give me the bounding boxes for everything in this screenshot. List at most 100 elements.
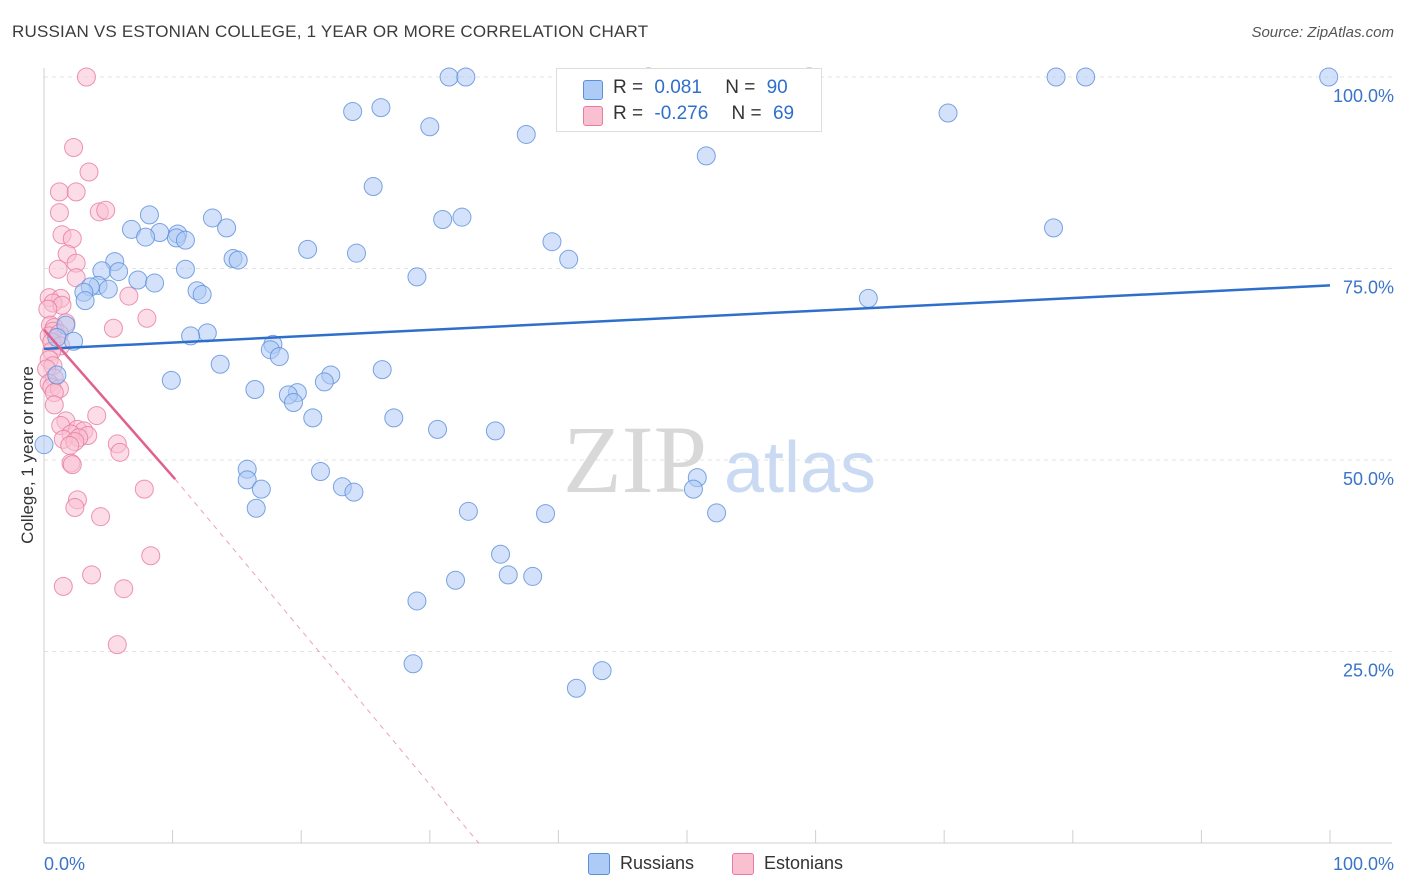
russians-point <box>210 354 230 374</box>
y-tick-label: 50.0% <box>1343 469 1394 489</box>
russians-point <box>283 393 303 413</box>
r-value: 0.081 <box>654 77 702 98</box>
russians-point <box>47 365 67 385</box>
estonians-point <box>96 200 116 220</box>
n-value: 90 <box>766 77 788 98</box>
russians-point <box>384 408 404 428</box>
legend-label-estonians: Estonians <box>764 853 844 873</box>
estonians-point <box>53 576 73 596</box>
estonians-point <box>66 268 86 288</box>
r-label: R = <box>613 103 644 124</box>
x-tick-label-max: 100.0% <box>1333 854 1394 874</box>
russians-point <box>403 654 423 674</box>
estonians-points <box>37 67 161 655</box>
russians-point <box>420 117 440 137</box>
chart-title: RUSSIAN VS ESTONIAN COLLEGE, 1 YEAR OR M… <box>12 22 649 41</box>
russians-point <box>109 262 129 282</box>
n-label: N = <box>725 77 756 98</box>
russians-point <box>34 435 54 455</box>
legend-label-russians: Russians <box>620 853 695 873</box>
y-axis-label: College, 1 year or more <box>18 366 37 544</box>
russians-point <box>407 267 427 287</box>
estonians-point <box>87 406 107 426</box>
estonians-point <box>64 137 84 157</box>
russians-point <box>523 566 543 586</box>
estonians-swatch <box>583 106 603 126</box>
russians-point <box>175 259 195 279</box>
russians-point <box>407 591 427 611</box>
russians-swatch <box>583 80 603 100</box>
estonians-point <box>79 162 99 182</box>
russians-point <box>683 479 703 499</box>
estonians-point <box>103 318 123 338</box>
russians-point <box>346 243 366 263</box>
russians-point <box>363 177 383 197</box>
russians-point <box>372 360 392 380</box>
russians-point <box>269 347 289 367</box>
russians-point <box>559 249 579 269</box>
russians-point <box>1076 67 1096 87</box>
estonians-point <box>44 395 64 415</box>
source-label: Source: ZipAtlas.com <box>1251 24 1394 41</box>
russians-point <box>245 380 265 400</box>
russians-point <box>456 67 476 87</box>
russians-point <box>498 565 518 585</box>
tick-labels: 100.0% 75.0% 50.0% 25.0% 0.0% 100.0% <box>44 86 1394 874</box>
n-label: N = <box>731 103 762 124</box>
russians-point <box>128 270 148 290</box>
estonians-trend-extension <box>174 478 480 844</box>
estonians-point <box>119 286 139 306</box>
russians-point <box>1319 67 1339 87</box>
estonians-point <box>49 182 69 202</box>
russians-point <box>98 279 118 299</box>
x-tick-label-min: 0.0% <box>44 854 85 874</box>
russians-point <box>439 67 459 87</box>
russians-point <box>1046 67 1066 87</box>
russians-point <box>251 479 271 499</box>
russians-point <box>516 124 536 144</box>
russians-point <box>197 323 217 343</box>
watermark-zip: ZIP <box>563 406 707 513</box>
y-tick-label: 100.0% <box>1333 86 1394 106</box>
axes <box>43 68 1392 844</box>
y-tick-label: 75.0% <box>1343 278 1394 298</box>
russians-point <box>485 421 505 441</box>
estonians-legend-swatch <box>732 853 754 875</box>
russians-point <box>592 661 612 681</box>
russians-point <box>938 103 958 123</box>
russians-point <box>310 461 330 481</box>
russians-point <box>1044 218 1064 238</box>
russians-point <box>446 570 466 590</box>
estonians-point <box>107 635 127 655</box>
russians-point <box>536 504 556 524</box>
watermark: ZIP atlas <box>563 406 876 513</box>
russians-point <box>696 146 716 166</box>
russians-points <box>34 67 1339 698</box>
estonians-point <box>137 308 157 328</box>
russians-point <box>192 285 212 305</box>
russians-point <box>458 501 478 521</box>
grid-lines <box>44 76 1392 652</box>
russians-point <box>175 230 195 250</box>
series-legend: Russians Estonians <box>0 852 1406 876</box>
russians-point <box>217 218 237 238</box>
estonians-point <box>91 507 111 527</box>
russians-legend-swatch <box>588 853 610 875</box>
russians-point <box>75 291 95 311</box>
estonians-point <box>48 259 68 279</box>
russians-point <box>433 209 453 229</box>
russians-point <box>371 98 391 118</box>
russians-point <box>344 482 364 502</box>
estonians-point <box>76 67 96 87</box>
russians-point <box>566 678 586 698</box>
russians-point <box>145 273 165 293</box>
estonians-trend-line <box>43 328 177 480</box>
russians-point <box>161 370 181 390</box>
russians-point <box>246 498 266 518</box>
russians-point <box>237 470 257 490</box>
stats-legend: R = 0.081 N = 90 R = -0.276 N = 69 <box>556 68 822 132</box>
russians-point <box>202 208 222 228</box>
russians-point <box>428 419 448 439</box>
estonians-point <box>60 435 80 455</box>
